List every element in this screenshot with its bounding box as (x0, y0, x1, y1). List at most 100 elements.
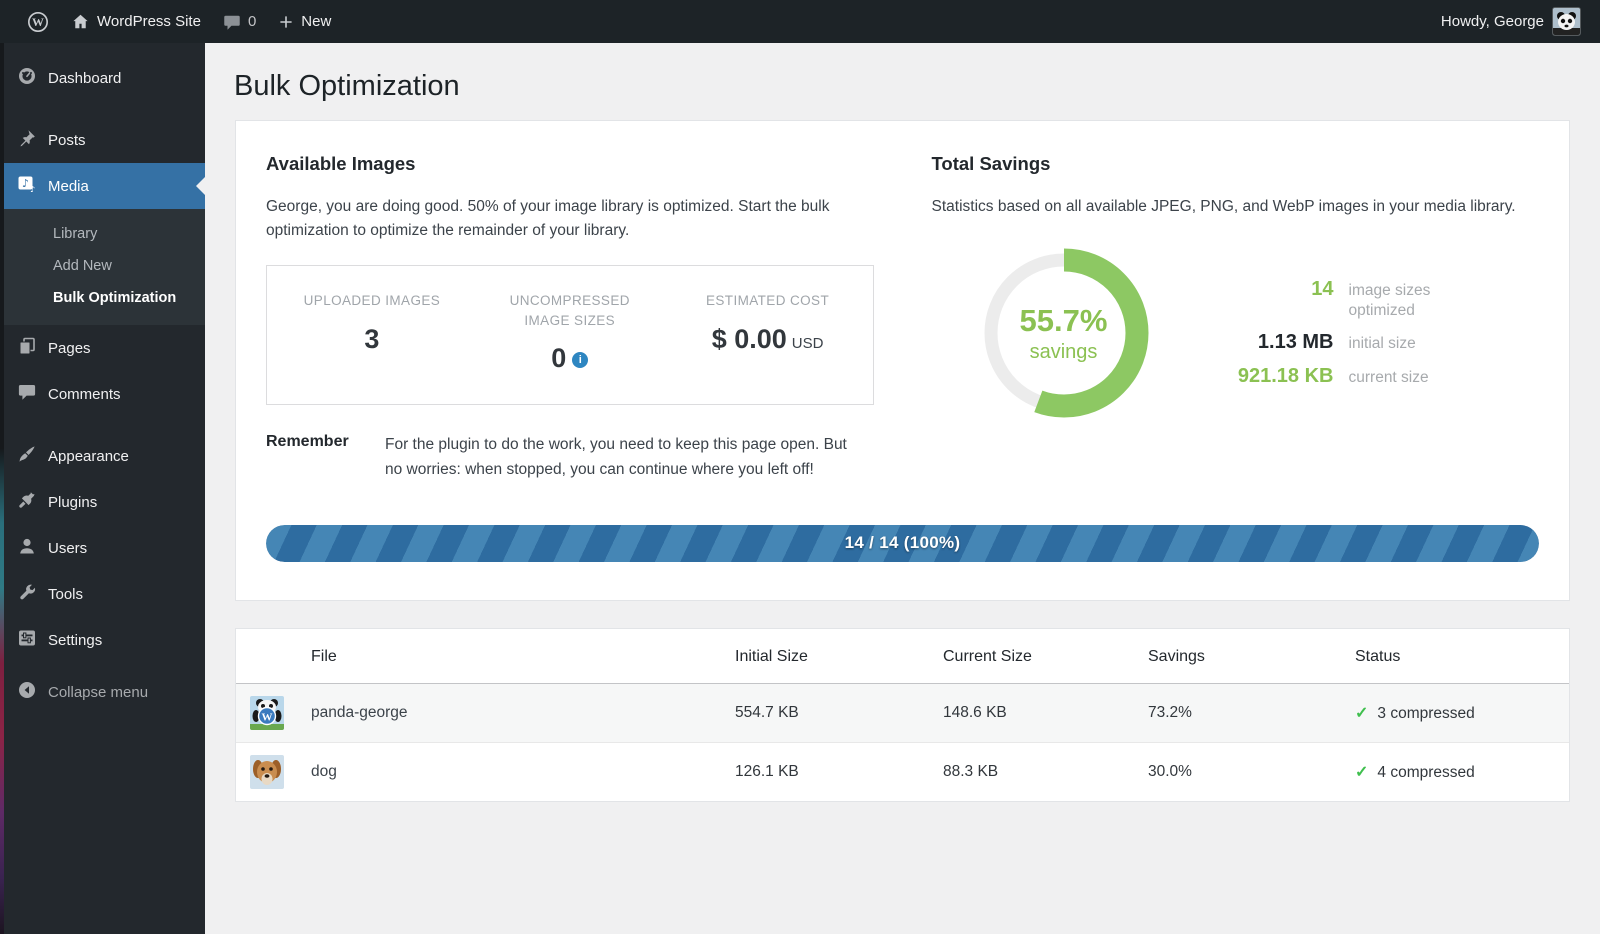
wordpress-logo-menu[interactable]: W (16, 0, 60, 43)
stat-value: 921.18 KB (1237, 364, 1334, 387)
stat-label: current size (1348, 368, 1429, 386)
site-link[interactable]: WordPress Site (60, 0, 212, 43)
cost-amount: $ 0.00 (711, 323, 787, 354)
savings-stat-row: 14 image sizes optimized (1216, 278, 1464, 320)
sliders-icon (17, 628, 37, 652)
initial-size-cell: 554.7 KB (735, 703, 799, 721)
account-menu[interactable]: Howdy, George (1437, 7, 1584, 36)
plus-icon (278, 14, 294, 30)
new-content-menu[interactable]: New (267, 0, 342, 43)
file-link[interactable]: panda-george (311, 703, 408, 721)
sidebar-item-dashboard[interactable]: Dashboard (4, 55, 205, 101)
pushpin-icon (17, 128, 37, 152)
sidebar-item-plugins[interactable]: Plugins (4, 479, 205, 525)
file-thumbnail-panda: W (250, 695, 284, 730)
optimization-card: Available Images George, you are doing g… (235, 120, 1570, 601)
media-submenu: Library Add New Bulk Optimization (4, 209, 205, 325)
status-cell: ✓ 4 compressed (1355, 742, 1569, 801)
savings-cell: 30.0% (1148, 762, 1192, 780)
sidebar-item-users[interactable]: Users (4, 525, 205, 571)
status-text: 3 compressed (1377, 704, 1475, 722)
svg-text:W: W (262, 711, 273, 723)
donut-center-text: 55.7% savings (974, 243, 1154, 423)
avatar (1552, 7, 1581, 36)
sidebar-item-label: Dashboard (48, 69, 122, 87)
sidebar-item-label: Appearance (48, 447, 129, 465)
sidebar-item-settings[interactable]: Settings (4, 617, 205, 663)
progress-fill: 14 / 14 (100%) (266, 524, 1539, 562)
savings-donut-chart: 55.7% savings (974, 243, 1154, 423)
upload-stats-box: UPLOADED IMAGES 3 UNCOMPRESSED IMAGE SIZ… (266, 265, 874, 406)
stat-label: ESTIMATED COST (706, 293, 830, 309)
check-icon: ✓ (1355, 704, 1369, 722)
savings-summary: 55.7% savings 14 image sizes optimized 1… (932, 243, 1540, 423)
savings-percent: 55.7% (1019, 302, 1108, 338)
sidebar-item-tools[interactable]: Tools (4, 571, 205, 617)
files-table: File Initial Size Current Size Savings S… (236, 628, 1569, 801)
sidebar-item-posts[interactable]: Posts (4, 117, 205, 163)
table-row: dog 126.1 KB 88.3 KB 30.0% ✓ 4 compressed (236, 742, 1569, 801)
sidebar-item-collapse-menu[interactable]: Collapse menu (4, 669, 205, 715)
sidebar-item-label: Settings (48, 631, 103, 649)
desktop-edge-strip (0, 0, 4, 934)
status-cell: ✓ 3 compressed (1355, 683, 1569, 742)
paintbrush-icon (17, 444, 37, 468)
current-size-cell: 88.3 KB (943, 762, 999, 780)
stat-value: $ 0.00 USD (669, 324, 867, 355)
col-header-status: Status (1355, 628, 1569, 684)
col-header-initial-size: Initial Size (735, 628, 943, 684)
sidebar-item-appearance[interactable]: Appearance (4, 433, 205, 479)
cost-unit: USD (791, 334, 824, 352)
sidebar-item-label: Posts (48, 131, 86, 149)
page-title: Bulk Optimization (234, 70, 460, 102)
submenu-item-bulk-optimization[interactable]: Bulk Optimization (53, 290, 177, 306)
comments-shortcut[interactable]: 0 (212, 0, 267, 43)
stat-label: UPLOADED IMAGES (303, 293, 441, 309)
dashboard-icon (17, 66, 37, 90)
check-icon: ✓ (1355, 763, 1369, 781)
stat-estimated-cost: ESTIMATED COST $ 0.00 USD (669, 291, 867, 374)
table-header-row: File Initial Size Current Size Savings S… (236, 628, 1569, 684)
stat-value: 1.13 MB (1257, 330, 1334, 353)
svg-text:♪: ♪ (22, 177, 29, 190)
wordpress-logo-icon: W (27, 11, 49, 33)
site-name: WordPress Site (97, 13, 201, 30)
admin-sidebar: Dashboard Posts ♪ ♪ Media Libr (4, 43, 205, 934)
sidebar-item-label: Collapse menu (48, 683, 149, 701)
collapse-arrow-icon (17, 680, 37, 704)
col-header-savings: Savings (1148, 628, 1355, 684)
sidebar-item-label: Tools (48, 585, 84, 603)
savings-stat-row: 921.18 KB current size (1216, 365, 1464, 388)
info-icon[interactable]: i (572, 352, 589, 369)
active-menu-arrow (196, 177, 205, 195)
savings-stats: 14 image sizes optimized 1.13 MB initial… (1216, 267, 1464, 399)
sidebar-item-media[interactable]: ♪ ♪ Media (4, 163, 205, 209)
sidebar-item-label: Plugins (48, 493, 98, 511)
sidebar-item-label: Comments (48, 385, 121, 403)
wrench-icon (17, 582, 37, 606)
file-link[interactable]: dog (311, 762, 337, 780)
files-table-card: File Initial Size Current Size Savings S… (235, 627, 1570, 802)
plug-icon (17, 490, 37, 514)
remember-note: Remember For the plugin to do the work, … (266, 433, 874, 483)
stat-value: 14 (1311, 278, 1334, 301)
media-icon: ♪ ♪ (17, 174, 37, 198)
main-content: Bulk Optimization Available Images Georg… (205, 43, 1600, 934)
sidebar-item-pages[interactable]: Pages (4, 325, 205, 371)
submenu-item-add-new[interactable]: Add New (53, 258, 112, 274)
stat-label: initial size (1348, 334, 1416, 352)
submenu-item-library[interactable]: Library (53, 226, 98, 242)
available-images-heading: Available Images (266, 153, 416, 174)
initial-size-cell: 126.1 KB (735, 762, 799, 780)
sidebar-item-comments[interactable]: Comments (4, 371, 205, 417)
current-size-cell: 148.6 KB (943, 703, 1007, 721)
comment-count: 0 (247, 13, 257, 30)
new-label: New (301, 13, 332, 30)
user-icon (17, 536, 37, 560)
sidebar-item-label: Users (48, 539, 88, 557)
savings-stat-row: 1.13 MB initial size (1216, 331, 1464, 354)
svg-text:♪: ♪ (30, 185, 35, 194)
stat-uploaded-images: UPLOADED IMAGES 3 (273, 291, 471, 374)
